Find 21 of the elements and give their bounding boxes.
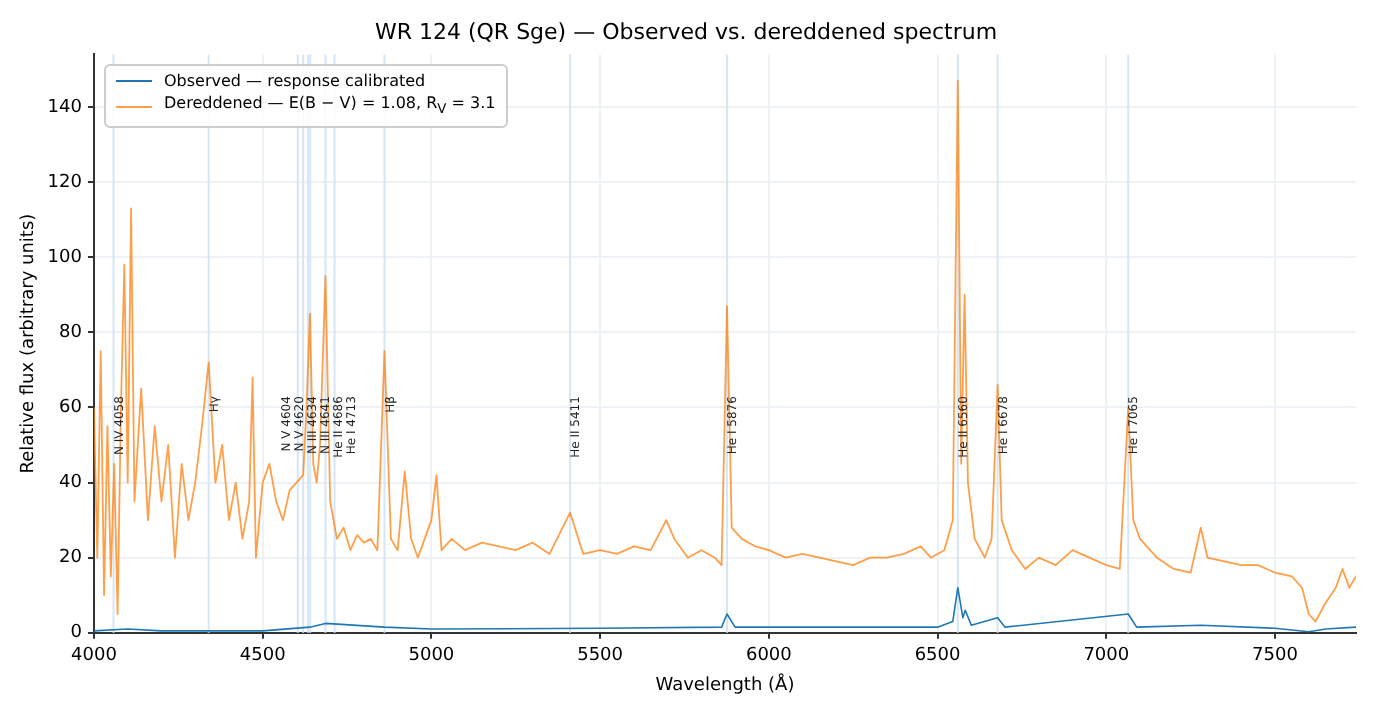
x-tick-label: 4500 bbox=[239, 646, 287, 667]
x-tick-label: 5500 bbox=[577, 646, 624, 667]
y-axis-title: Relative flux (arbitrary units) bbox=[19, 213, 40, 474]
y-tick-label: 100 bbox=[47, 247, 83, 268]
legend-label: Observed — response calibrated bbox=[164, 70, 426, 92]
x-tick-label: 7500 bbox=[1252, 646, 1299, 667]
y-tick-label: 20 bbox=[59, 548, 83, 569]
x-tick-label: 7000 bbox=[1083, 646, 1130, 667]
chart-title: WR 124 (QR Sge) — Observed vs. dereddened spectrum bbox=[374, 18, 998, 45]
legend-label: Dereddened — E(B − V) = 1.08, R$_{V}$ = 3.1 bbox=[164, 92, 496, 122]
y-tick-label: 80 bbox=[59, 323, 83, 344]
x-tick-label: 4000 bbox=[71, 646, 118, 667]
y-tick-label: 120 bbox=[47, 172, 83, 193]
x-tick-label: 6500 bbox=[914, 646, 962, 667]
y-tick-label: 140 bbox=[47, 97, 83, 118]
x-tick-label: 5000 bbox=[408, 646, 455, 667]
y-tick-label: 0 bbox=[70, 623, 83, 644]
x-tick-label: 6000 bbox=[745, 646, 793, 667]
x-axis-title: Wavelength (Å) bbox=[655, 671, 795, 696]
y-tick-label: 60 bbox=[59, 398, 83, 419]
y-tick-label: 40 bbox=[59, 473, 83, 494]
